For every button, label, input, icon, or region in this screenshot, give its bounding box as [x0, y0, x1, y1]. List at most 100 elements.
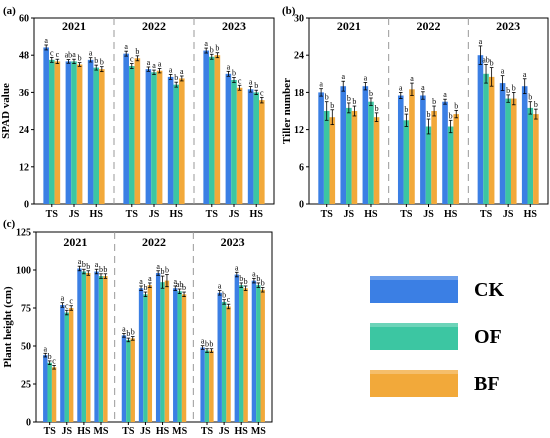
significance-letter: b [100, 58, 104, 67]
x-tick-label: HS [90, 209, 104, 220]
x-tick-label: TS [46, 209, 59, 220]
x-tick-label: JS [344, 209, 355, 220]
significance-letter: b [131, 328, 135, 337]
significance-letter: b [135, 47, 139, 56]
y-tick-label: 25 [21, 380, 31, 391]
bar-ck [43, 47, 49, 205]
bar-of [128, 66, 135, 204]
bar-of [126, 339, 131, 422]
bar-of [71, 61, 77, 205]
bar-of [177, 291, 182, 422]
significance-letter: a [78, 257, 82, 266]
bar-of [527, 107, 534, 204]
significance-letter: a [89, 49, 93, 58]
significance-letter: b [222, 291, 226, 300]
significance-letter: a [95, 260, 99, 269]
x-tick-label: JS [140, 426, 151, 437]
x-tick-label: TS [321, 209, 334, 220]
significance-letter: ab [176, 280, 184, 289]
significance-letter: c [50, 48, 54, 57]
bar-of [81, 271, 87, 422]
bar-ck [247, 89, 254, 204]
bar-of [151, 72, 157, 204]
significance-letter: b [347, 94, 351, 103]
x-tick-label: TS [206, 209, 219, 220]
bar-ck [340, 86, 347, 204]
bar-of [204, 350, 210, 422]
bar-bf [130, 338, 135, 422]
y-tick-label: 24 [19, 125, 29, 136]
significance-letter: b [48, 352, 52, 361]
significance-letter: b [432, 97, 436, 106]
bar-of [47, 362, 52, 422]
significance-letter: b [427, 110, 431, 119]
bar-of [64, 312, 69, 422]
significance-letter: a [235, 263, 239, 272]
year-title: 2021 [63, 235, 87, 249]
y-tick-label: 75 [21, 304, 31, 315]
bar-ck [521, 86, 528, 204]
significance-letter: a [152, 61, 156, 70]
bar-bf [134, 58, 141, 204]
y-tick-label: 30 [294, 14, 304, 25]
bar-ck [77, 268, 82, 422]
significance-letter: a [158, 60, 162, 69]
x-tick-label: HS [156, 426, 170, 437]
bar-bf [54, 61, 61, 205]
significance-letter: a [43, 344, 47, 353]
significance-letter: b [210, 45, 214, 54]
bar-ck [217, 292, 222, 422]
significance-letter: a [479, 37, 483, 46]
significance-letter: c [227, 295, 231, 304]
significance-letter: a [341, 72, 345, 81]
x-tick-label: HS [235, 426, 249, 437]
year-title: 2022 [417, 19, 441, 33]
significance-letter: a [523, 70, 527, 79]
significance-letter: a [148, 274, 152, 283]
y-tick-label: 6 [299, 162, 304, 173]
significance-letter: a [72, 50, 76, 59]
bar-of [505, 98, 511, 204]
bar-ck [397, 95, 404, 204]
significance-letter: a [124, 42, 128, 51]
legend-swatch-bf [370, 370, 458, 397]
bar-of [447, 126, 454, 204]
bar-bf [373, 117, 380, 204]
bar-ck [251, 280, 257, 422]
significance-letter: a [139, 277, 143, 286]
bar-ck [155, 273, 161, 422]
x-tick-label: HS [77, 426, 91, 437]
significance-letter: a [364, 73, 368, 82]
legend-label: BF [474, 373, 500, 395]
significance-letter: b [369, 89, 373, 98]
bar-ck [203, 50, 209, 204]
panel-c: 0 25 50 75 100 125 Plant height (cm) (c) 2021 TS a… [2, 218, 273, 437]
bar-bf [236, 87, 243, 204]
significance-letter: b [165, 266, 169, 275]
bar-of [160, 282, 165, 422]
significance-letter: a [443, 90, 447, 99]
significance-letter: b [244, 277, 248, 286]
bar-of [93, 67, 100, 204]
significance-letter: b [78, 54, 82, 63]
bar-of [231, 80, 237, 204]
bar-bf [260, 289, 265, 422]
y-tick-label: 50 [21, 342, 31, 353]
significance-letter: b [449, 111, 453, 120]
significance-letter: a [201, 337, 205, 346]
bar-ck [442, 101, 448, 204]
y-tick-label: 100 [16, 266, 31, 277]
bar-of [346, 107, 352, 204]
bar-of [143, 294, 148, 422]
bar-of [239, 285, 244, 422]
significance-letter: b [352, 97, 356, 106]
significance-letter: a [61, 294, 65, 303]
significance-letter: ab [65, 51, 73, 60]
significance-letter: a [44, 36, 48, 45]
bar-bf [103, 276, 108, 422]
significance-letter: a [319, 80, 323, 89]
significance-letter: b [490, 59, 494, 68]
